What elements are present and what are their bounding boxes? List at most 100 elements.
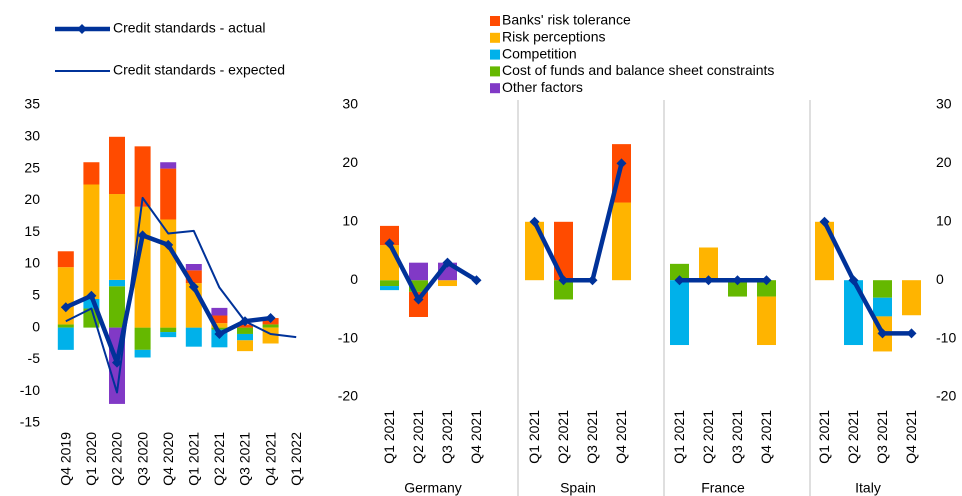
y-tick-label: 10: [342, 213, 358, 229]
x-tick-label: Q2 2021: [410, 410, 426, 464]
x-tick-label: Q4 2021: [903, 410, 919, 464]
bar-segment: [844, 280, 863, 346]
actual-marker: [877, 328, 888, 339]
legend-label: Credit standards - actual: [113, 20, 266, 36]
legend-label: Competition: [502, 45, 577, 61]
bar-segment: [873, 280, 892, 298]
bar-segment: [109, 194, 125, 280]
bar-segment: [109, 279, 125, 287]
legend-swatch: [490, 49, 500, 60]
actual-marker: [819, 216, 830, 227]
bar-segment: [409, 262, 428, 281]
y2-tick-label: 20: [936, 154, 952, 170]
x-tick-label: Q4 2021: [613, 410, 629, 464]
bar-segment: [160, 327, 177, 333]
x-tick-label: Q1 2021: [381, 410, 397, 464]
x-tick-label: Q1 2021: [526, 410, 542, 464]
y2-tick-label: -10: [936, 329, 956, 345]
legend-label: Risk perceptions: [502, 29, 606, 45]
x-tick-label: Q1 2021: [816, 410, 832, 464]
actual-marker: [413, 294, 424, 305]
x-tick-label: Q4 2020: [160, 432, 176, 486]
actual-marker: [732, 275, 743, 286]
x-tick-label: Q2 2021: [700, 410, 716, 464]
y-tick-label: 35: [24, 96, 40, 112]
bar-segment: [83, 298, 100, 309]
y-tick-label: 20: [24, 191, 40, 207]
group-label: France: [701, 480, 745, 496]
y-tick-label: 0: [32, 318, 40, 334]
x-tick-label: Q3 2020: [134, 432, 150, 486]
bar-segment: [211, 315, 228, 324]
bar-segment: [902, 280, 921, 316]
x-tick-label: Q4 2021: [262, 432, 278, 486]
bar-segment: [211, 327, 228, 330]
legend-label: Cost of funds and balance sheet constrai…: [502, 62, 774, 78]
actual-marker: [558, 275, 569, 286]
bar-segment: [757, 296, 776, 346]
y-tick-label: -15: [20, 414, 40, 430]
legend-label: Banks' risk tolerance: [502, 12, 631, 28]
bar-segment: [380, 245, 399, 281]
bar-segment: [57, 251, 74, 268]
y-tick-label: -20: [338, 388, 358, 404]
actual-line: [387, 242, 478, 302]
actual-marker: [442, 257, 453, 268]
bar-segment: [185, 264, 202, 271]
bar-segment: [237, 340, 253, 352]
y-tick-label: -10: [338, 329, 358, 345]
bar-segment: [409, 280, 428, 292]
actual-marker: [674, 275, 685, 286]
actual-marker: [86, 290, 97, 301]
actual-marker: [616, 158, 627, 169]
bar-segment: [728, 280, 747, 297]
x-tick-label: Q4 2021: [758, 410, 774, 464]
bar-segment: [160, 162, 177, 169]
y-tick-label: -10: [20, 382, 40, 398]
bar-segment: [612, 202, 631, 281]
bar-segment: [873, 297, 892, 317]
bar-segment: [380, 225, 399, 246]
bar-segment: [554, 280, 573, 300]
y-tick-label: 0: [350, 271, 358, 287]
actual-marker: [384, 238, 395, 249]
legend-label: Other factors: [502, 79, 583, 95]
bar-segment: [160, 332, 177, 338]
actual-marker: [60, 302, 71, 313]
y-tick-label: 20: [342, 154, 358, 170]
actual-marker: [112, 357, 122, 368]
actual-marker: [471, 275, 482, 286]
bar-segment: [237, 327, 253, 334]
actual-marker: [587, 275, 598, 286]
x-tick-label: Q2 2021: [211, 432, 227, 486]
bar-segment: [438, 280, 457, 287]
group-label: Germany: [404, 480, 462, 496]
x-tick-label: Q3 2021: [237, 432, 253, 486]
actual-line: [822, 220, 912, 336]
bar-segment: [83, 184, 100, 299]
x-tick-label: Q1 2022: [288, 432, 304, 486]
actual-line: [532, 162, 624, 283]
actual-marker: [529, 216, 540, 227]
legend-swatch: [490, 16, 500, 26]
group-label: Italy: [855, 480, 881, 496]
actual-marker: [848, 275, 859, 286]
expected-line: [65, 196, 297, 394]
x-tick-label: Q2 2021: [845, 410, 861, 464]
actual-marker: [761, 275, 772, 286]
bar-segment: [134, 146, 151, 207]
legend-swatch: [490, 32, 500, 43]
bar-segment: [699, 247, 718, 281]
bar-segment: [57, 324, 74, 328]
x-tick-label: Q1 2021: [186, 432, 202, 486]
x-tick-label: Q3 2021: [729, 410, 745, 464]
y2-tick-label: 30: [936, 96, 952, 112]
y-tick-label: 15: [24, 223, 40, 239]
bar-segment: [211, 307, 228, 316]
y-tick-label: 30: [24, 128, 40, 144]
bar-segment: [380, 280, 399, 287]
actual-marker: [163, 239, 174, 250]
x-tick-label: Q3 2021: [584, 410, 600, 464]
y-tick-label: 10: [24, 255, 40, 271]
